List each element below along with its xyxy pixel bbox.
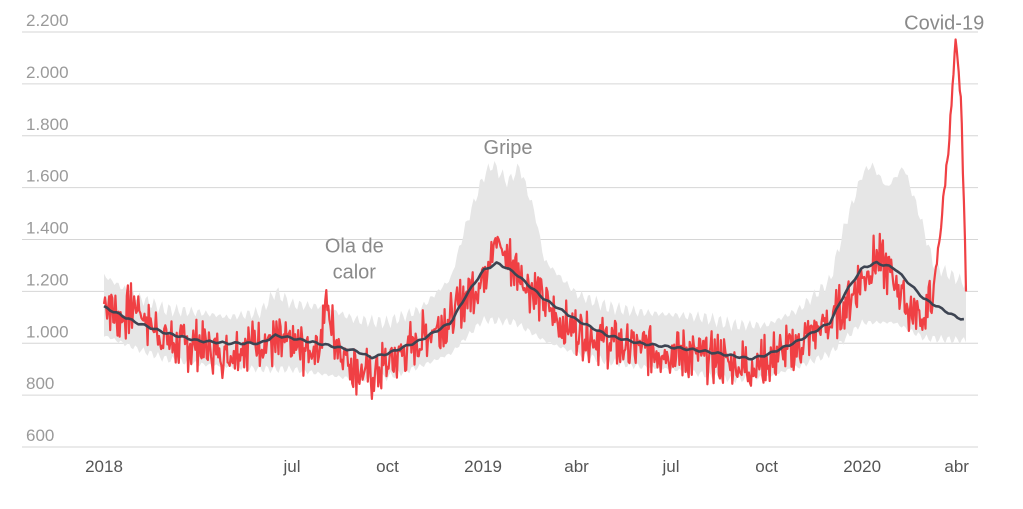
y-tick-label: 800 (26, 374, 54, 393)
annotation: calor (333, 261, 377, 283)
annotation: Covid-19 (904, 12, 984, 34)
x-tick-label: 2018 (85, 457, 123, 476)
x-tick-label: abr (944, 457, 969, 476)
x-tick-label: 2020 (843, 457, 881, 476)
y-tick-label: 2.000 (26, 63, 69, 82)
x-tick-label: jul (662, 457, 680, 476)
x-tick-label: abr (564, 457, 589, 476)
y-tick-label: 2.200 (26, 11, 69, 30)
y-tick-label: 1.800 (26, 115, 69, 134)
annotation: Gripe (484, 137, 533, 159)
expected-deaths-line (103, 260, 965, 361)
x-tick-label: oct (755, 457, 778, 476)
annotations: Covid-19 Gripe Ola de calor (325, 12, 984, 283)
y-tick-label: 1.000 (26, 322, 69, 341)
y-axis-ticks: 600 800 1.000 1.200 1.400 1.600 1.800 2.000 2.20… (26, 11, 69, 445)
observed-deaths-line (102, 38, 968, 400)
y-tick-label: 1.400 (26, 219, 69, 238)
line-layer (102, 38, 968, 400)
y-tick-label: 600 (26, 426, 54, 445)
y-tick-label: 1.600 (26, 167, 69, 186)
x-tick-label: 2019 (464, 457, 502, 476)
x-tick-label: oct (376, 457, 399, 476)
x-tick-label: jul (282, 457, 300, 476)
x-axis-ticks: 2018 jul oct 2019 abr jul oct 2020 abr (85, 457, 969, 476)
y-tick-label: 1.200 (26, 270, 69, 289)
annotation: Ola de (325, 235, 384, 257)
